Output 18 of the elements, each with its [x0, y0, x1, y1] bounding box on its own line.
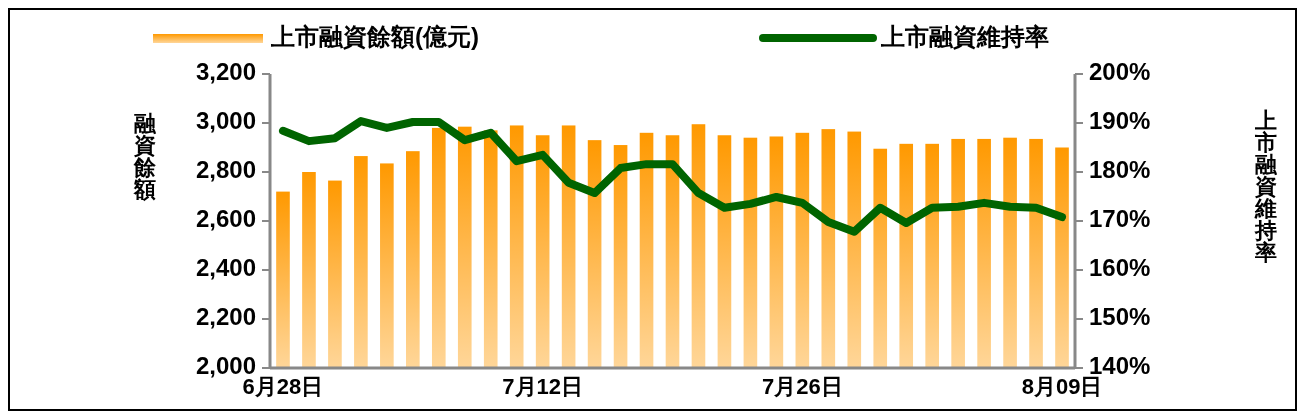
y2-tick-label: 170% [1089, 205, 1151, 233]
y-tick-label: 3,000 [195, 107, 256, 135]
legend-label: 上市融資餘額(億元) [270, 23, 479, 51]
y-tick-label: 2,600 [195, 205, 256, 233]
y2-tick-label: 150% [1089, 303, 1151, 331]
legend-label: 上市融資維持率 [880, 23, 1049, 51]
y2-tick-label: 160% [1089, 254, 1151, 282]
y-axis-title: 融資餘額 [133, 110, 157, 202]
y-tick-label: 2,800 [195, 156, 256, 184]
y2-tick-label: 190% [1089, 107, 1151, 135]
y-tick-label: 2,400 [195, 254, 256, 282]
y-tick-label: 2,200 [195, 303, 256, 331]
y2-tick-label: 200% [1089, 58, 1151, 86]
x-tick-label: 7月26日 [761, 374, 843, 399]
x-tick-label: 7月12日 [502, 374, 584, 399]
y2-tick-label: 180% [1089, 156, 1151, 184]
y-tick-label: 3,200 [195, 58, 256, 86]
y2-axis-title: 上市融資維持率 [1254, 107, 1278, 265]
